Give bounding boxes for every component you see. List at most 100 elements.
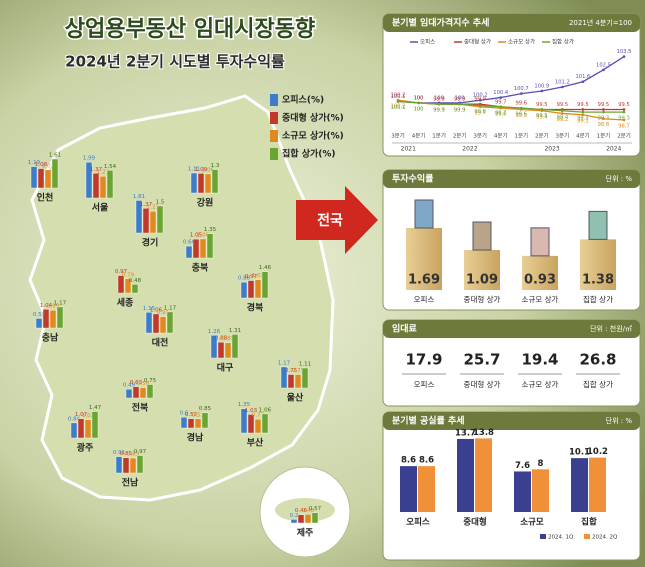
region-bar [180, 417, 188, 429]
region-value: 1.81 [133, 194, 145, 200]
figure-value: 19.4 [521, 351, 558, 369]
region-name: 제주 [297, 527, 314, 539]
legend-label: 중대형 상가 [464, 38, 491, 46]
panel-title: 분기별 공실률 추세 [392, 415, 465, 427]
region-value: 0.83 [127, 452, 140, 458]
pedestal [580, 239, 616, 290]
bar [475, 438, 492, 512]
region-name: 대구 [217, 362, 234, 374]
region-value: 0.88 [238, 276, 251, 282]
category-label: 중대형 상가 [464, 379, 501, 389]
region-value: 1.3 [211, 163, 220, 169]
point [561, 112, 564, 115]
point [561, 109, 564, 113]
region-bar [139, 387, 147, 399]
region-value: 0.75 [144, 378, 157, 384]
value-label: 99.1 [577, 118, 589, 124]
region-bar [211, 169, 219, 194]
x-tick-label: 3분기 [391, 132, 405, 140]
point [622, 118, 626, 122]
region-value: 0.63 [130, 380, 143, 386]
region-bar [247, 414, 255, 434]
region-value: 0.51 [192, 412, 204, 418]
value-label: 99.6 [515, 101, 527, 107]
value-label: 100.9 [534, 83, 549, 89]
x-tick-label: 2분기 [617, 132, 631, 140]
x-tick-label: 1분기 [432, 132, 446, 140]
figure-value: 17.9 [405, 351, 442, 369]
region-bar [51, 158, 59, 189]
panel-unit: 단위 : % [606, 174, 633, 183]
category-label: 오피스 [414, 380, 435, 389]
region-name: 충남 [42, 332, 59, 344]
bar [400, 466, 417, 512]
region-value: 1.09 [195, 167, 208, 173]
region-bar [187, 418, 195, 429]
region-value: 1.21 [147, 205, 159, 211]
panel-unit: 단위 : % [606, 416, 633, 425]
bar [418, 466, 435, 512]
region-value: 0.85 [199, 406, 212, 412]
region-value: 1.06 [150, 307, 163, 313]
region-bar [142, 208, 150, 234]
value-label: 99.5 [618, 102, 630, 108]
region-bar [84, 419, 92, 439]
region-bar [210, 335, 218, 359]
region-bar [240, 408, 248, 434]
region-bar [166, 311, 174, 334]
pedestal-value: 1.09 [466, 273, 498, 288]
panel-note: 2021년 4분기=100 [569, 18, 632, 27]
region-bar [135, 200, 143, 234]
category-label: 오피스 [414, 295, 435, 304]
x-tick-label: 2분기 [535, 132, 549, 140]
value-label: 99.9 [433, 108, 445, 114]
region-bar [85, 161, 93, 199]
value-label: 99.5 [577, 102, 589, 108]
region-value: 0.91 [113, 450, 125, 456]
region-name: 서울 [92, 202, 109, 214]
region-value: 1.35 [204, 227, 217, 233]
point [581, 113, 585, 117]
region-bar [37, 168, 45, 189]
region-bar [124, 278, 132, 294]
national-label: 전국 [317, 212, 343, 229]
region-value: 1.99 [83, 156, 96, 162]
category-label: 집합 상가 [583, 379, 613, 389]
legend-swatch [540, 534, 546, 539]
value-label: 99.5 [515, 113, 527, 119]
figure-value: 25.7 [463, 351, 500, 369]
region-name: 부산 [247, 437, 264, 449]
region-name: 광주 [77, 442, 94, 454]
x-tick-label: 2분기 [453, 132, 467, 140]
region-value: 1.37 [140, 202, 153, 208]
region-bar [190, 172, 198, 194]
value-label: 98.7 [618, 124, 630, 130]
year-label: 2023 [544, 146, 559, 153]
region-bar [254, 279, 262, 299]
point [602, 117, 605, 121]
value-label: 101.6 [575, 74, 590, 80]
building-icon [472, 221, 492, 251]
region-value: 0.2 [290, 513, 299, 519]
region-bar [247, 280, 255, 299]
subtitle: 2024년 2분기 시도별 투자수익률 [65, 53, 285, 71]
region-value: 0.88 [215, 336, 228, 342]
legend-swatch [270, 148, 278, 160]
legend-label: 오피스 [420, 38, 435, 46]
region-name: 전남 [122, 477, 139, 489]
region-value: 1.11 [188, 167, 200, 173]
value-label: 99.9 [454, 97, 466, 103]
legend-label: 중대형 상가(%) [282, 112, 344, 124]
region-bar [152, 313, 160, 334]
value-label: 99.5 [536, 113, 548, 119]
series-line [397, 100, 624, 113]
region-value: 1.06 [259, 407, 272, 413]
region-value: 1.54 [104, 164, 117, 170]
region-value: 1.21 [97, 170, 109, 176]
value-label: 99.7 [495, 99, 507, 105]
point [478, 104, 482, 107]
region-value: 1.46 [259, 265, 272, 271]
region-bar [297, 514, 305, 524]
region-bar [70, 422, 78, 439]
value-label: 13.7 [455, 428, 476, 438]
